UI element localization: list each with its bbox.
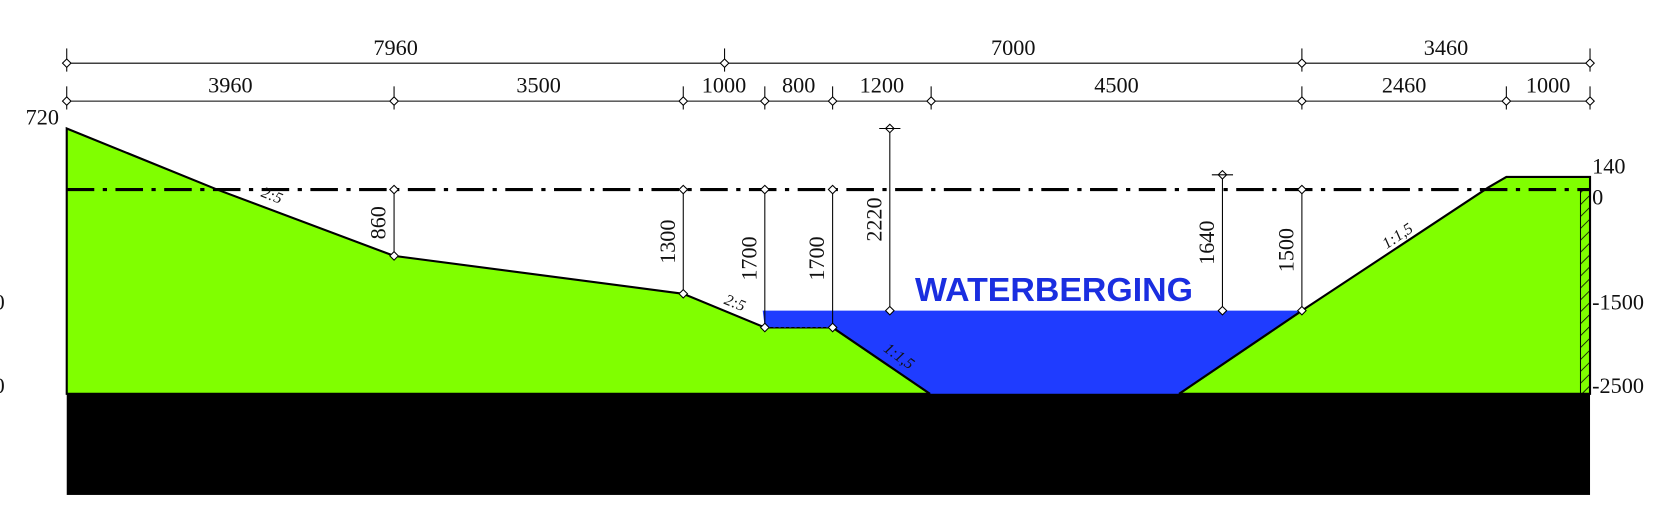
dimension-marker — [1296, 184, 1307, 195]
dimension-marker — [1501, 96, 1512, 107]
height-label: 1700 — [804, 236, 829, 280]
dimension-marker — [1296, 58, 1307, 69]
dimension-marker — [759, 322, 770, 333]
dimension-marker — [61, 58, 72, 69]
slope-label: 2:5 — [259, 184, 285, 208]
dimension-marker — [678, 96, 689, 107]
height-label: 1700 — [736, 236, 761, 280]
subsoil — [66, 393, 1591, 495]
dimension-label: 7000 — [991, 35, 1035, 60]
dimension-marker — [1585, 96, 1596, 107]
level-label: 0 — [1592, 184, 1603, 209]
dimension-marker — [926, 96, 937, 107]
dimension-label: 2460 — [1382, 73, 1426, 98]
dimension-marker — [759, 96, 770, 107]
dimension-marker — [1296, 305, 1307, 316]
slope-line — [1178, 309, 1303, 395]
dimension-marker — [1585, 58, 1596, 69]
dimension-marker — [827, 322, 838, 333]
dimension-marker — [678, 288, 689, 299]
slope-label: 2:5 — [722, 292, 748, 316]
dimension-marker — [61, 96, 72, 107]
level-label: 140 — [1592, 154, 1625, 179]
dimension-label: 1000 — [702, 73, 746, 98]
dimension-label: 3500 — [516, 73, 560, 98]
dimension-label: 7960 — [373, 35, 417, 60]
dimension-label: 3960 — [208, 73, 252, 98]
dimension-label: 3460 — [1424, 35, 1468, 60]
dimension-marker — [1296, 96, 1307, 107]
height-label: 1300 — [655, 220, 680, 264]
hatched-wall — [1579, 189, 1591, 395]
dimension-marker — [719, 58, 730, 69]
dimension-marker — [1217, 305, 1228, 316]
level-label: -2500 — [1592, 373, 1644, 398]
dimension-marker — [389, 184, 400, 195]
height-label: 1640 — [1194, 221, 1219, 265]
level-label-cut: 0 — [0, 373, 5, 398]
dimension-marker — [678, 184, 689, 195]
dimension-marker — [759, 184, 770, 195]
slope-line — [832, 326, 931, 395]
dimension-marker — [827, 96, 838, 107]
level-label: -1500 — [1592, 290, 1644, 315]
dimension-label: 1200 — [860, 73, 904, 98]
height-label: 860 — [366, 206, 391, 239]
dimension-marker — [827, 184, 838, 195]
height-label: 1500 — [1273, 228, 1298, 272]
dimension-label: 4500 — [1094, 73, 1138, 98]
water — [762, 310, 1302, 394]
dimension-marker — [389, 250, 400, 261]
area-label: WATERBERGING — [915, 271, 1193, 309]
level-label-cut: 0 — [0, 290, 5, 315]
dimension-marker — [884, 305, 895, 316]
level-label: 720 — [26, 104, 59, 129]
dimension-marker — [389, 96, 400, 107]
dimension-label: 1000 — [1526, 73, 1570, 98]
dimension-label: 800 — [782, 73, 815, 98]
height-label: 2220 — [861, 197, 886, 241]
